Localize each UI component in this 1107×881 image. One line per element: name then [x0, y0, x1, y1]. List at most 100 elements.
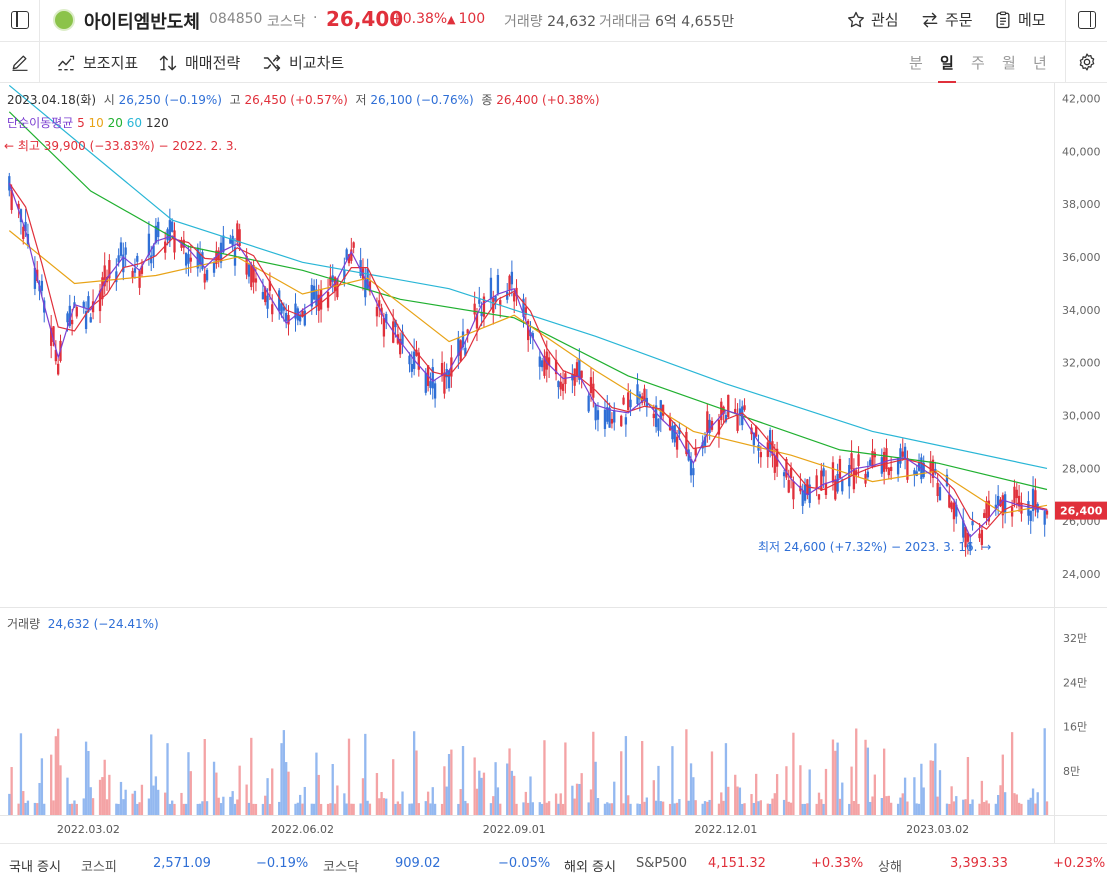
candle-body [857, 454, 860, 466]
indicator-button[interactable]: 보조지표 [56, 52, 138, 73]
candle-body [312, 285, 316, 300]
volume-bar [180, 792, 183, 815]
candle-body [701, 442, 704, 449]
kospi-label[interactable]: 코스피 [81, 860, 117, 875]
period-tab-week[interactable]: 주 [971, 54, 985, 72]
volume-bar [636, 803, 639, 815]
sp500-label[interactable]: S&P500 [636, 856, 688, 871]
volume-bar [978, 803, 981, 815]
candle-body [789, 467, 793, 479]
volume-bar [815, 803, 818, 815]
volume-bar [124, 789, 127, 815]
volume-info: 거래량 24,632 (−24.41%) [7, 615, 159, 632]
volume-bar [212, 761, 216, 815]
price-volume-chart[interactable]: 42,000 40,000 38,000 36,000 34,000 32,000 30,0… [0, 83, 1107, 843]
candle-body [252, 265, 255, 283]
volume-bar [738, 787, 742, 815]
candle-body [254, 278, 258, 283]
kosdaq-label[interactable]: 코스닥 [323, 860, 359, 875]
candle-body [280, 303, 283, 314]
volume-bar [464, 800, 467, 815]
volume-bar [196, 803, 199, 815]
period-tab-minute[interactable]: 분 [909, 54, 923, 72]
kosdaq-value: 909.02 [395, 856, 441, 871]
volume-bar [408, 803, 411, 815]
candle-body [464, 347, 467, 356]
order-button[interactable]: 주문 [920, 9, 973, 30]
chart-settings-button[interactable] [1065, 42, 1107, 82]
left-panel-toggle-button[interactable] [0, 0, 40, 41]
volume-bar [675, 802, 679, 815]
ma5-line [8, 182, 1048, 539]
candle-body [294, 303, 297, 319]
x-tick-label: 2022.03.02 [57, 823, 120, 836]
candle-body [236, 223, 239, 243]
volume-bar [671, 746, 674, 815]
candle-body [91, 301, 95, 313]
volume-bar [1043, 728, 1046, 815]
candle-body [987, 500, 991, 522]
candle-body [855, 470, 858, 476]
volume-bar [950, 786, 953, 815]
candle-body [40, 280, 44, 291]
volume-bar [561, 803, 565, 815]
amount-value: 6억 4,655만 [654, 14, 735, 30]
candle-body [978, 533, 981, 539]
volume-bar [596, 798, 600, 815]
order-label: 주문 [945, 11, 973, 29]
volume-bar [426, 791, 430, 815]
stock-name[interactable]: 아이티엠반도체 [84, 12, 200, 33]
volume-bar [880, 798, 883, 815]
ma10-line [8, 182, 1048, 530]
candle-body [554, 359, 558, 375]
volume-bar [785, 766, 788, 815]
volume-bar [1003, 792, 1007, 815]
candle-body [231, 235, 234, 246]
volume-bar [75, 803, 78, 815]
shanghai-change: +0.23% [1053, 856, 1106, 871]
volume-bar [182, 803, 185, 815]
volume-bar [545, 802, 548, 815]
candle-body [382, 318, 386, 337]
candle-body [722, 406, 725, 415]
shanghai-label[interactable]: 상해 [878, 860, 902, 875]
volume-bar [606, 802, 609, 815]
candle-body [1031, 488, 1035, 511]
candle-body [638, 394, 642, 400]
period-tab-year[interactable]: 년 [1033, 54, 1047, 72]
current-price-tag [1055, 501, 1107, 520]
volume-bar [955, 796, 958, 815]
current-price: 26,400 [326, 7, 404, 31]
volume-bar [522, 802, 525, 815]
candle-body [969, 541, 972, 550]
memo-button[interactable]: 메모 [993, 9, 1046, 30]
ma-20: 20 [107, 116, 123, 130]
volume-bar [326, 803, 330, 815]
strategy-button[interactable]: 매매전략 [158, 52, 240, 73]
volume-bar [1027, 799, 1030, 815]
volume-bar [236, 799, 239, 815]
period-tab-month[interactable]: 월 [1002, 54, 1016, 72]
candle-body [1003, 494, 1007, 514]
volume-bar [701, 803, 704, 815]
volume-bar [343, 793, 346, 815]
volume-bar [983, 801, 986, 815]
ma-legend[interactable]: 단순이동평균 5 10 20 60 120 [7, 114, 169, 131]
candle-body [692, 468, 695, 476]
candle-body [727, 394, 730, 418]
candle-body [841, 479, 844, 492]
candle-body [187, 254, 190, 264]
period-tab-day[interactable]: 일 [938, 54, 956, 83]
volume-bar [801, 803, 804, 815]
volume-bar [594, 761, 597, 815]
volume-bar [285, 762, 288, 815]
up-triangle-icon: ▲ [447, 13, 456, 26]
candle-body [734, 408, 737, 414]
compare-chart-button[interactable]: 비교차트 [262, 52, 344, 73]
watch-button[interactable]: 관심 [846, 9, 899, 30]
panel-right-icon [1078, 11, 1096, 29]
right-panel-toggle-button[interactable] [1065, 0, 1107, 41]
high-label: 고 [229, 93, 241, 107]
candle-body [627, 392, 630, 411]
drawing-tool-button[interactable] [0, 42, 40, 82]
